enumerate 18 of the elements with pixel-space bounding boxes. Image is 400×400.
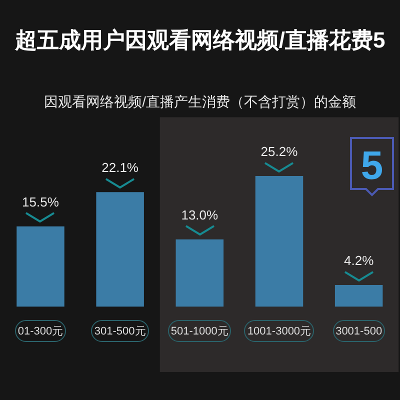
- data-label: 22.1%: [102, 160, 139, 176]
- x-tick-label: 301-500元: [94, 325, 146, 338]
- bar: [96, 192, 144, 307]
- x-tick-label: 3001-500: [336, 325, 382, 338]
- x-tick-label: 1001-3000元: [247, 325, 312, 338]
- x-tick-label: 501-1000元: [170, 325, 228, 338]
- data-label: 25.2%: [260, 144, 298, 160]
- chart-subtitle: 因观看网络视频/直播产生消费（不含打赏）的金额: [44, 94, 356, 110]
- bar: [334, 285, 383, 307]
- bar: [16, 226, 64, 307]
- x-tick-label: 01-300元: [18, 325, 64, 338]
- annotation: 5: [360, 144, 384, 188]
- bar: [176, 239, 224, 307]
- chart-title: 超五成用户因观看网络视频/直播花费5: [14, 27, 386, 52]
- data-label: 15.5%: [22, 194, 60, 210]
- data-label: 13.0%: [181, 207, 219, 222]
- bar: [255, 176, 304, 307]
- data-label: 4.2%: [344, 253, 374, 268]
